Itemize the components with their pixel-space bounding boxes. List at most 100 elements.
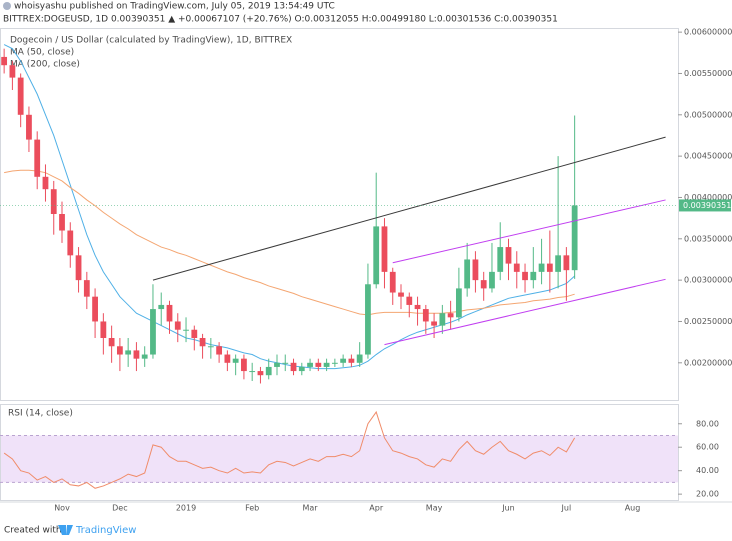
candle-body xyxy=(191,329,198,338)
rsi-y-tick-label: 60.00 xyxy=(696,443,719,452)
legend-ma200: MA (200, close) xyxy=(10,60,80,70)
rsi-band xyxy=(1,435,678,483)
y-tick-label: 0.00250000 xyxy=(684,317,732,326)
y-tick-label: 0.00500000 xyxy=(684,110,732,119)
candle-body xyxy=(125,350,132,355)
candle-body xyxy=(166,304,173,322)
candle-body xyxy=(439,313,446,326)
y-tick-label: 0.00450000 xyxy=(684,152,732,161)
x-tick-label: Aug xyxy=(625,504,641,513)
candle-body xyxy=(398,292,404,297)
moving-average-line xyxy=(3,44,575,370)
y-tick-label: 0.00300000 xyxy=(684,276,732,285)
candle-body xyxy=(422,309,429,322)
candle-body xyxy=(447,313,454,318)
candle-body xyxy=(331,362,338,364)
candle-body xyxy=(307,362,313,367)
x-tick-label: Mar xyxy=(303,504,319,513)
candle-body xyxy=(298,366,305,372)
x-tick-label: Jun xyxy=(501,504,515,513)
candle-body xyxy=(489,271,495,289)
y-tick-label: 0.00350000 xyxy=(684,234,732,243)
y-tick-label: 0.00600000 xyxy=(684,28,732,37)
candle-body xyxy=(381,226,388,272)
x-tick-label: Dec xyxy=(112,504,127,513)
rsi-y-tick-label: 20.00 xyxy=(696,490,719,499)
candle-body xyxy=(389,271,396,293)
candle-body xyxy=(241,358,247,372)
candle-body xyxy=(83,280,90,297)
rsi-y-tick-label: 80.00 xyxy=(696,419,719,428)
candle-body xyxy=(207,346,214,348)
candle-body xyxy=(116,346,123,355)
candle-body xyxy=(59,214,65,231)
candle-body xyxy=(455,288,462,318)
candle-body xyxy=(158,304,165,310)
candle-body xyxy=(365,284,371,355)
candle-body xyxy=(348,358,355,363)
candle-body xyxy=(67,230,74,256)
candle-body xyxy=(92,296,98,322)
candle-body xyxy=(538,263,545,272)
trendline xyxy=(384,278,666,346)
chart-title: Dogecoin / US Dollar (calculated by Trad… xyxy=(10,36,292,46)
candle-body xyxy=(199,338,206,347)
legend-ma50: MA (50, close) xyxy=(10,48,74,58)
candle-body xyxy=(505,247,512,264)
x-tick-label: Feb xyxy=(245,504,259,513)
x-tick-label: May xyxy=(426,504,443,513)
candle-body xyxy=(340,358,347,363)
candle-body xyxy=(249,371,256,373)
last-price-label: 0.00390351 xyxy=(683,201,731,210)
candle-body xyxy=(1,56,8,66)
candle-body xyxy=(34,139,41,177)
last-price-box xyxy=(679,199,731,212)
candle-body xyxy=(42,176,49,190)
brand-logo xyxy=(58,525,73,535)
candle-body xyxy=(75,255,82,281)
quote-line: BITTREX:DOGEUSD, 1D 0.00390351 ▲ +0.0006… xyxy=(3,15,558,25)
price-pane xyxy=(0,28,679,401)
brand-name: TradingView xyxy=(75,525,136,536)
avatar xyxy=(3,2,11,10)
candle-body xyxy=(431,321,437,326)
footer-text: Created with xyxy=(4,526,62,536)
candle-body xyxy=(530,271,537,281)
candle-body xyxy=(100,321,107,338)
candle-body xyxy=(108,338,115,347)
candle-body xyxy=(464,259,471,289)
candle-body xyxy=(9,65,16,78)
candle-body xyxy=(472,259,479,281)
candle-body xyxy=(17,77,24,115)
candle-body xyxy=(26,114,32,140)
x-tick-label: 2019 xyxy=(176,504,196,513)
candle-body xyxy=(174,321,181,330)
candle-body xyxy=(282,362,289,364)
candle-body xyxy=(497,247,504,272)
candle-body xyxy=(406,296,413,305)
candle-body xyxy=(150,309,156,355)
candle-body xyxy=(563,255,570,271)
author-line: whoisyashu published on TradingView.com,… xyxy=(14,2,335,12)
trendline xyxy=(392,199,666,264)
candle-body xyxy=(50,189,57,214)
x-tick-label: Nov xyxy=(54,504,70,513)
candle-body xyxy=(290,362,297,372)
candle-body xyxy=(571,205,578,271)
candle-body xyxy=(555,255,562,272)
candle-body xyxy=(257,371,264,376)
candle-body xyxy=(216,346,223,355)
candle-body xyxy=(183,329,189,331)
trendline xyxy=(152,136,666,281)
candle-body xyxy=(373,226,380,285)
y-tick-label: 0.00400000 xyxy=(684,193,732,202)
candle-body xyxy=(133,350,140,359)
rsi-y-tick-label: 40.00 xyxy=(696,466,719,475)
moving-average-line xyxy=(4,169,575,316)
rsi-title: RSI (14, close) xyxy=(8,409,73,419)
x-tick-label: Jul xyxy=(561,504,572,513)
y-tick-label: 0.00200000 xyxy=(684,358,732,367)
candle-body xyxy=(232,358,239,363)
